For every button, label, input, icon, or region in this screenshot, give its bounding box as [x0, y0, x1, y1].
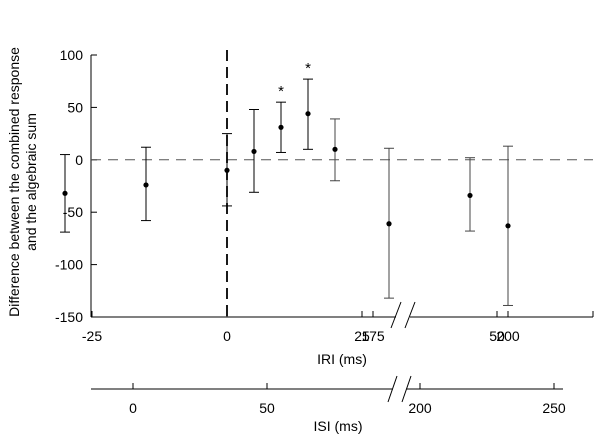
significance-marker: *	[305, 60, 311, 77]
data-point	[278, 124, 284, 130]
data-point	[505, 223, 511, 229]
significance-marker: *	[278, 83, 284, 100]
secondary-x-tick-label: 250	[542, 400, 566, 416]
data-point	[386, 221, 392, 227]
x-tick-label: 200	[496, 328, 520, 344]
x-tick-label: 25	[354, 328, 370, 344]
x-axis-break-mark	[390, 301, 402, 329]
secondary-x-axis-break-mark	[401, 375, 412, 403]
data-point	[224, 167, 230, 173]
y-tick-label: 50	[67, 99, 83, 115]
x-axis-break-mark	[404, 301, 416, 329]
y-tick-label: -50	[63, 204, 83, 220]
data-point	[251, 148, 257, 155]
y-axis-label: Difference between the combined response…	[6, 47, 39, 317]
secondary-x-axis-label: ISI (ms)	[314, 418, 363, 434]
data-point	[305, 111, 311, 117]
secondary-x-axis-break-mark	[387, 375, 398, 403]
y-tick-label: 0	[75, 152, 83, 168]
y-axis-label-line-2: and the algebraic sum	[23, 113, 39, 251]
secondary-x-tick-label: 200	[408, 400, 432, 416]
y-axis-label-line-1: Difference between the combined response	[6, 47, 22, 317]
x-tick-label: 50	[489, 328, 505, 344]
data-point	[143, 182, 149, 188]
data-point	[332, 146, 338, 152]
plot-area: 100500-50-100-150-50-2502550175200225050…	[55, 47, 594, 416]
secondary-x-tick-label: 0	[129, 400, 137, 416]
x-tick-label: 175	[361, 328, 385, 344]
y-tick-label: 100	[60, 47, 84, 63]
data-point	[467, 192, 473, 199]
x-tick-label: 0	[223, 328, 231, 344]
x-axis-label: IRI (ms)	[317, 351, 367, 367]
data-point	[62, 190, 68, 196]
x-tick-label: -25	[82, 328, 102, 344]
y-tick-label: -100	[55, 257, 83, 273]
y-tick-label: -150	[55, 309, 83, 325]
secondary-x-tick-label: 50	[259, 400, 275, 416]
